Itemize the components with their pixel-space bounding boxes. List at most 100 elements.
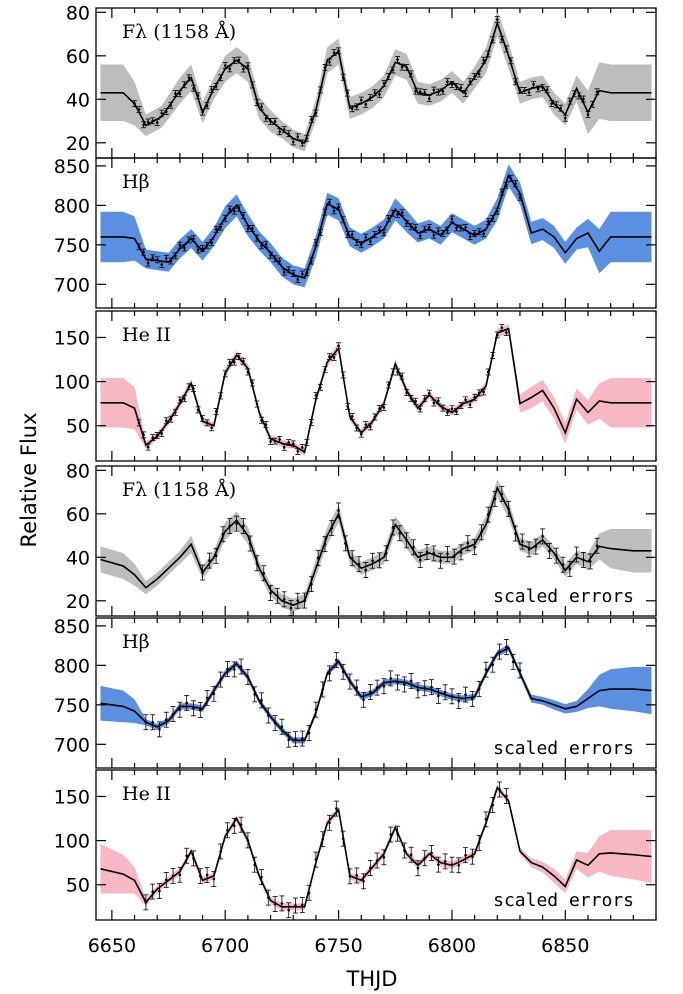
y-tick-label: 750 (54, 235, 90, 257)
data-point (418, 90, 422, 94)
data-point (391, 526, 395, 529)
data-point (378, 559, 381, 562)
data-point (142, 250, 145, 254)
data-point (192, 857, 195, 860)
data-point (409, 679, 413, 683)
data-point (577, 94, 581, 98)
data-point (330, 526, 334, 530)
data-point (505, 47, 508, 51)
data-point (382, 231, 386, 235)
data-point (500, 190, 504, 194)
data-point (151, 436, 154, 439)
data-point (198, 708, 202, 712)
data-point (468, 403, 472, 406)
uncertainty-band (100, 324, 652, 456)
data-point (477, 391, 481, 395)
data-point (205, 873, 209, 877)
data-point (273, 439, 277, 443)
data-point (223, 216, 227, 220)
data-point (514, 80, 517, 84)
data-point (523, 89, 526, 92)
data-point (237, 355, 241, 358)
data-point (212, 877, 216, 881)
data-point (196, 94, 200, 98)
data-point (303, 599, 306, 602)
data-point (446, 80, 449, 83)
y-tick-label: 150 (54, 786, 90, 808)
data-point (291, 442, 295, 446)
data-point (446, 228, 449, 232)
data-point (160, 432, 164, 435)
data-point (174, 92, 177, 95)
panel-title: Fλ (1158 Å) (122, 479, 236, 501)
data-point (246, 675, 250, 679)
data-point (486, 220, 490, 223)
panel-4: 20 40 60 80 Fλ (1158 Å) scaled errors (66, 460, 657, 617)
data-point (588, 560, 592, 563)
data-point (210, 241, 213, 245)
data-point (355, 874, 359, 877)
data-point (498, 650, 501, 653)
data-point (471, 855, 474, 858)
data-point (171, 874, 175, 878)
data-point (210, 88, 213, 91)
data-point (437, 90, 440, 94)
data-point (369, 866, 372, 870)
data-point (527, 548, 531, 551)
data-point (232, 209, 236, 213)
data-point (348, 875, 352, 878)
data-point (169, 103, 173, 107)
y-tick-label: 150 (54, 327, 90, 349)
panel-title: Hβ (122, 631, 150, 653)
data-point (346, 91, 349, 95)
panel-frame (95, 465, 657, 617)
uncertainty-band (100, 10, 652, 152)
data-point (151, 256, 154, 260)
data-point (164, 419, 168, 423)
data-point (359, 243, 363, 247)
data-point (174, 411, 177, 414)
data-point (255, 561, 259, 565)
data-point (416, 866, 420, 870)
data-point (346, 405, 349, 408)
data-point (246, 64, 250, 68)
data-point (269, 253, 272, 257)
data-point (228, 207, 232, 211)
data-point (314, 241, 318, 245)
panel-title: Fλ (1158 Å) (122, 21, 236, 43)
data-point (192, 86, 195, 90)
data-point (344, 542, 347, 545)
data-point (310, 582, 313, 586)
data-point (146, 261, 150, 265)
data-point (319, 88, 322, 92)
data-point (219, 678, 222, 681)
y-tick-label: 80 (66, 2, 90, 24)
data-point (498, 788, 501, 791)
data-point (468, 80, 472, 83)
data-point (518, 195, 522, 199)
data-point (373, 91, 377, 95)
data-point (137, 421, 141, 425)
data-point (375, 686, 379, 689)
panel-title: He II (122, 783, 171, 805)
data-point (371, 559, 374, 563)
data-point (430, 685, 433, 689)
data-point (427, 391, 431, 395)
uncertainty-band (100, 479, 652, 612)
data-point (573, 92, 576, 96)
data-point (219, 225, 222, 229)
data-point (416, 689, 420, 692)
data-point (398, 531, 402, 535)
data-point (301, 446, 304, 449)
data-point (185, 701, 188, 705)
y-tick-label: 60 (66, 504, 90, 526)
data-point (196, 408, 200, 412)
data-point (332, 209, 336, 213)
data-point (473, 75, 476, 78)
data-point (364, 568, 368, 572)
x-tick-label: 6800 (428, 935, 476, 957)
data-point (423, 397, 427, 401)
y-tick-label: 700 (54, 274, 90, 296)
data-point (291, 272, 295, 275)
data-point (532, 83, 535, 86)
